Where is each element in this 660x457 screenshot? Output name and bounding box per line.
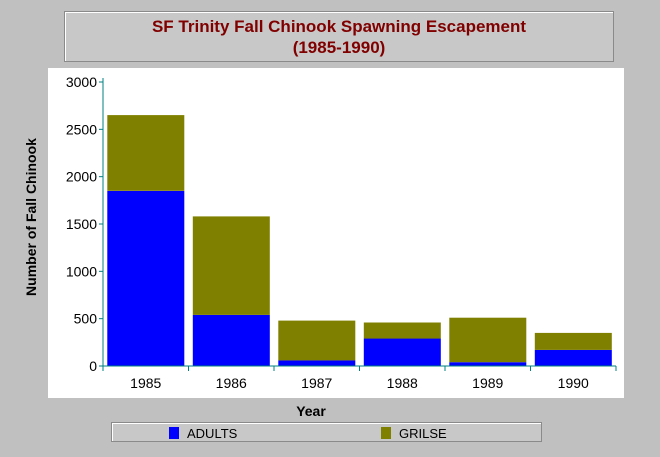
y-tick-label-500: 500 — [74, 311, 98, 327]
y-tick-label-2500: 2500 — [66, 121, 97, 137]
bar-grilse-1989 — [449, 317, 527, 363]
legend-swatch-grilse — [381, 427, 391, 439]
chart-title-box: SF Trinity Fall Chinook Spawning Escapem… — [64, 11, 614, 62]
legend-item-grilse: GRILSE — [381, 425, 447, 441]
bar-adults-1987 — [278, 360, 356, 366]
legend-swatch-adults — [169, 427, 179, 439]
bar-grilse-1986 — [192, 216, 270, 315]
bar-adults-1985 — [107, 190, 185, 366]
x-tick-label-1989: 1989 — [472, 375, 503, 391]
x-tick-label-1986: 1986 — [216, 375, 247, 391]
y-tick-label-2000: 2000 — [66, 169, 97, 185]
x-tick-label-1990: 1990 — [558, 375, 589, 391]
chart-title: SF Trinity Fall Chinook Spawning Escapem… — [151, 17, 527, 36]
legend-item-adults: ADULTS — [169, 425, 237, 441]
legend-label-adults: ADULTS — [187, 425, 238, 441]
x-tick-label-1987: 1987 — [301, 375, 332, 391]
x-tick-label-1988: 1988 — [387, 375, 418, 391]
legend: ADULTS GRILSE — [111, 422, 542, 442]
chart-subtitle: (1985-1990) — [292, 38, 386, 57]
x-tick-label-1985: 1985 — [130, 375, 161, 391]
bar-adults-1989 — [449, 362, 527, 366]
y-tick-label-0: 0 — [89, 358, 97, 374]
bar-grilse-1988 — [363, 322, 441, 339]
bar-adults-1988 — [363, 338, 441, 366]
legend-label-grilse: GRILSE — [399, 425, 447, 441]
x-axis-label: Year — [296, 403, 326, 419]
y-tick-label-1000: 1000 — [66, 263, 97, 279]
y-tick-label-3000: 3000 — [66, 74, 97, 90]
bar-adults-1990 — [534, 349, 612, 366]
bar-grilse-1987 — [278, 320, 356, 361]
y-axis-label: Number of Fall Chinook — [23, 138, 39, 296]
bar-adults-1986 — [192, 314, 270, 366]
bar-grilse-1990 — [534, 332, 612, 350]
y-tick-label-1500: 1500 — [66, 216, 97, 232]
bar-grilse-1985 — [107, 115, 185, 191]
